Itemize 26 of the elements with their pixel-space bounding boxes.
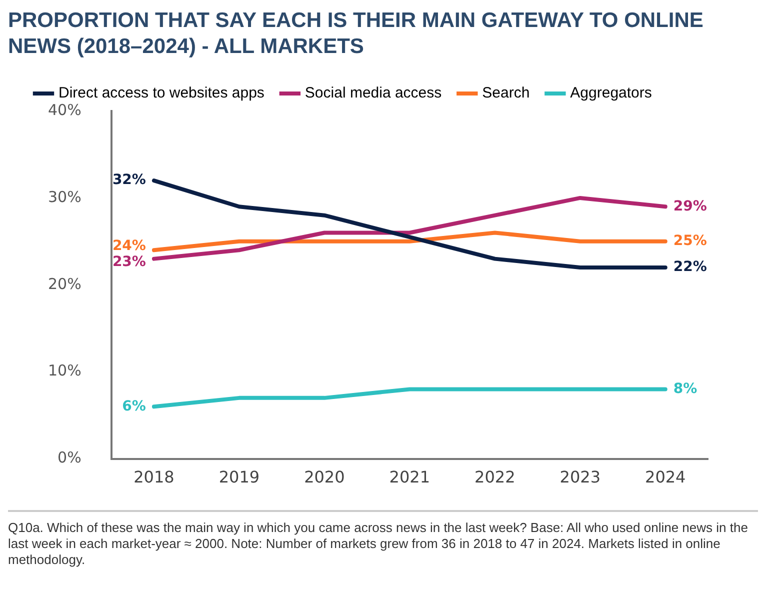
legend-label: Aggregators [570,84,652,102]
data-label: 29% [673,198,707,214]
data-label: 8% [673,380,698,397]
data-label: 6% [122,398,146,414]
x-tick-label: 2023 [560,468,601,487]
x-tick-label: 2021 [389,468,430,487]
y-tick-label: 0% [58,448,82,467]
x-tick-label: 2024 [645,468,686,487]
x-tick-label: 2018 [134,468,174,487]
legend-label: Social media access [304,84,442,102]
y-tick-label: 10% [48,362,82,380]
x-tick-label: 2019 [218,468,260,487]
text: Q10a. Which of these was the main way in which you came across news in the last week? Base: All who used online news in the last week in each market-year ≈ 2000. Note: Number of markets grew from 36 in 2018 to 47 in 2024. Markets listed in online methodology. [8,520,749,568]
data-label: 22% [673,259,707,276]
x-tick-label: 2020 [304,468,345,487]
data-label: 25% [673,233,707,250]
y-tick-label: 30% [48,188,82,206]
y-tick-label: 20% [48,274,82,293]
data-label: 23% [112,254,146,270]
chart-title: PROPORTION THAT SAY EACH IS THEIR MAIN GATEWAY TO ONLINE NEWS (2018–2024) - ALL MARKETS [8,8,704,60]
data-label: 32% [112,172,146,188]
y-tick-label: 40% [48,100,82,119]
legend-label: Search [482,84,530,102]
legend-label: Direct access to websites apps [58,84,264,102]
x-tick-label: 2022 [474,468,516,487]
data-label: 24% [112,238,146,254]
